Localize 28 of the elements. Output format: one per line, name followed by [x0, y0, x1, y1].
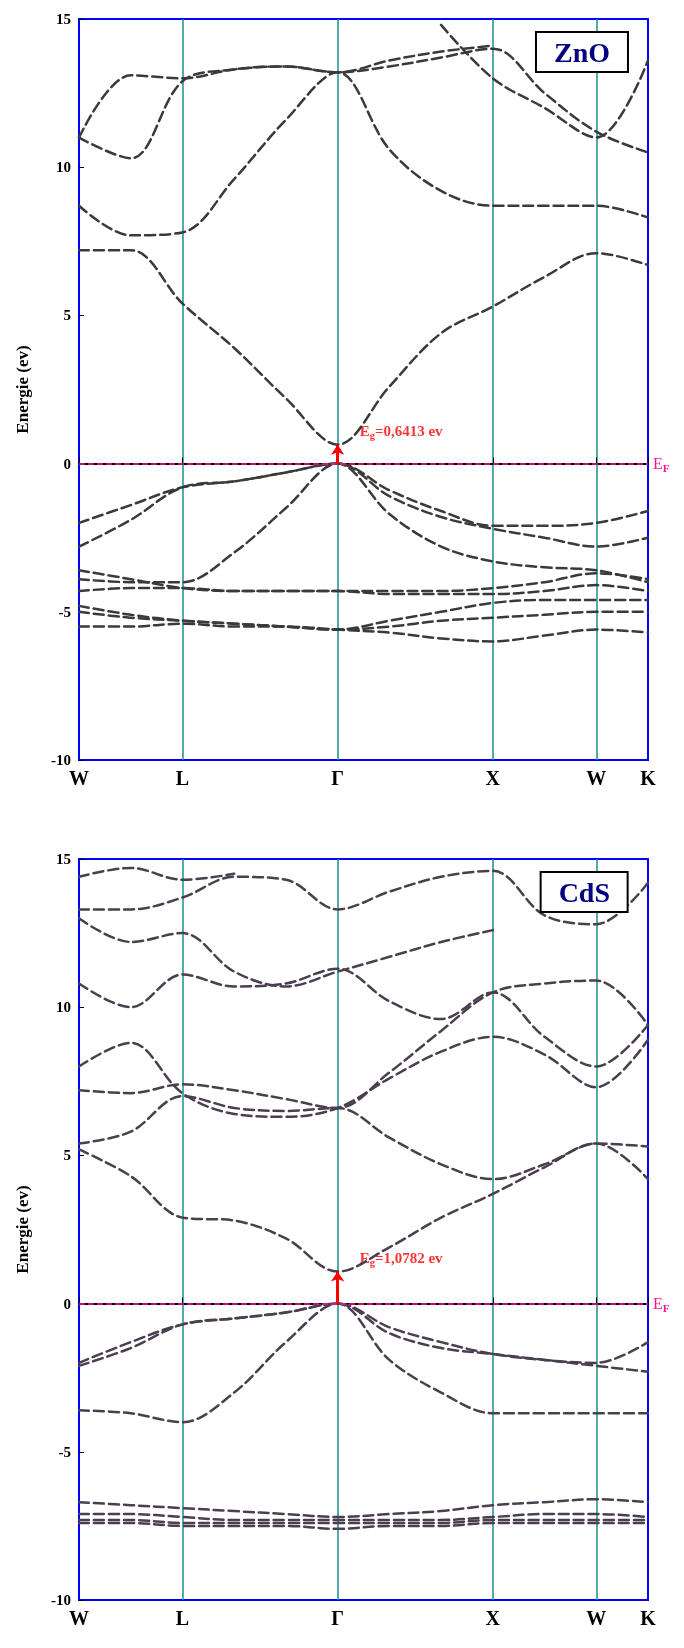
x-tick-label: W: [69, 767, 89, 789]
x-tick-label: K: [640, 1607, 657, 1629]
y-tick-label: -10: [51, 1592, 71, 1608]
y-tick-label: 15: [56, 851, 71, 867]
x-tick-label: L: [175, 1607, 190, 1629]
y-tick-label: 15: [56, 11, 71, 27]
y-axis-title: Energie (ev): [13, 345, 32, 434]
x-tick-label: W: [586, 767, 607, 789]
y-tick-label: 10: [56, 999, 71, 1016]
y-tick-label: 0: [63, 1295, 71, 1312]
y-tick-label: -5: [58, 603, 71, 620]
x-tick-label: Γ: [331, 1607, 344, 1629]
y-tick-label: 5: [63, 1147, 71, 1164]
x-tick-label: X: [485, 767, 501, 789]
text: ZnO: [553, 36, 610, 68]
y-tick-label: -10: [51, 752, 71, 768]
y-tick-label: 10: [56, 159, 71, 176]
x-tick-label: W: [69, 1607, 89, 1629]
y-tick-label: -5: [58, 1443, 71, 1460]
x-tick-label: K: [640, 767, 657, 789]
y-tick-label: 5: [63, 307, 71, 324]
x-tick-label: Γ: [331, 767, 344, 789]
x-tick-label: L: [175, 767, 190, 789]
x-tick-label: W: [586, 1607, 607, 1629]
x-tick-label: X: [485, 1607, 501, 1629]
text: CdS: [558, 876, 611, 908]
y-tick-label: 0: [63, 455, 71, 472]
y-axis-title: Energie (ev): [13, 1185, 32, 1274]
